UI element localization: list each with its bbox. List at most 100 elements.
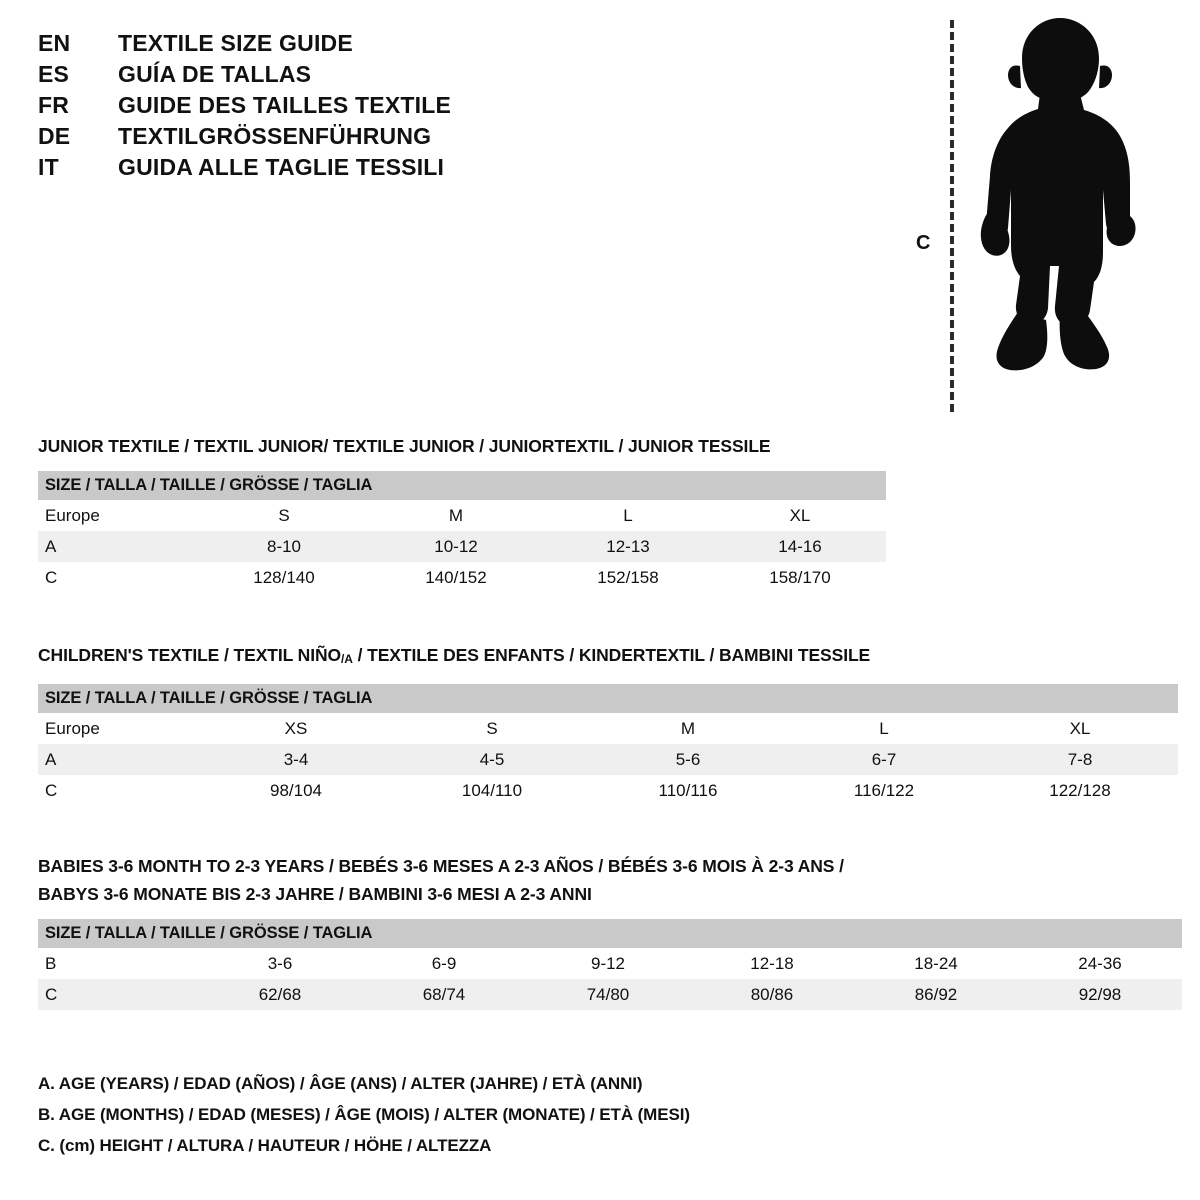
table-band-babies: SIZE / TALLA / TAILLE / GRÖSSE / TAGLIA [38, 919, 1182, 948]
cell-value: 7-8 [982, 744, 1178, 775]
table-band-children: SIZE / TALLA / TAILLE / GRÖSSE / TAGLIA [38, 684, 1178, 713]
row-label: Europe [38, 713, 198, 744]
cell-value: L [542, 500, 714, 531]
table-row: A 3-4 4-5 5-6 6-7 7-8 [38, 744, 1178, 775]
section-childrens-textile: CHILDREN'S TEXTILE / TEXTIL NIÑO/A / TEX… [38, 641, 1178, 806]
cell-value: 6-9 [362, 948, 526, 979]
cell-value: 12-18 [690, 948, 854, 979]
table-babies-textile: SIZE / TALLA / TAILLE / GRÖSSE / TAGLIA … [38, 919, 1182, 1010]
table-row: Europe S M L XL [38, 500, 886, 531]
cell-value: 92/98 [1018, 979, 1182, 1010]
title-text-it: GUIDA ALLE TAGLIE TESSILI [118, 154, 445, 180]
table-junior-textile: SIZE / TALLA / TAILLE / GRÖSSE / TAGLIA … [38, 471, 886, 593]
toddler-silhouette-icon [980, 18, 1136, 371]
table-row: A 8-10 10-12 12-13 14-16 [38, 531, 886, 562]
cell-value: 110/116 [590, 775, 786, 806]
table-row: C 128/140 140/152 152/158 158/170 [38, 562, 886, 593]
cell-value: 24-36 [1018, 948, 1182, 979]
height-measurement-figure: C [900, 14, 1180, 414]
cell-value: 128/140 [198, 562, 370, 593]
height-dashed-line [950, 20, 954, 412]
table-band-junior: SIZE / TALLA / TAILLE / GRÖSSE / TAGLIA [38, 471, 886, 500]
row-label: A [38, 744, 198, 775]
language-code-de: DE [38, 123, 71, 149]
language-code-en: EN [38, 30, 71, 56]
section-heading-children-post: / TEXTILE DES ENFANTS / KINDERTEXTIL / B… [352, 645, 871, 665]
language-code-fr: FR [38, 92, 70, 118]
cell-value: 74/80 [526, 979, 690, 1010]
legend-line-a: A. AGE (YEARS) / EDAD (AÑOS) / ÂGE (ANS)… [38, 1074, 643, 1093]
band-label-children: SIZE / TALLA / TAILLE / GRÖSSE / TAGLIA [45, 689, 373, 707]
title-text-en: TEXTILE SIZE GUIDE [118, 30, 353, 56]
row-label: C [38, 562, 198, 593]
title-row-de: DE TEXTILGRÖSSENFÜHRUNG [38, 123, 658, 154]
cell-value: 10-12 [370, 531, 542, 562]
cell-value: 3-4 [198, 744, 394, 775]
cell-value: S [394, 713, 590, 744]
cell-value: L [786, 713, 982, 744]
cell-value: M [370, 500, 542, 531]
band-cell-children: SIZE / TALLA / TAILLE / GRÖSSE / TAGLIA [38, 684, 1178, 713]
table-row: B 3-6 6-9 9-12 12-18 18-24 24-36 [38, 948, 1182, 979]
cell-value: 104/110 [394, 775, 590, 806]
band-label-babies: SIZE / TALLA / TAILLE / GRÖSSE / TAGLIA [45, 924, 373, 942]
cell-value: 6-7 [786, 744, 982, 775]
cell-value: 122/128 [982, 775, 1178, 806]
section-heading-junior: JUNIOR TEXTILE / TEXTIL JUNIOR/ TEXTILE … [38, 436, 771, 456]
table-row: Europe XS S M L XL [38, 713, 1178, 744]
cell-value: 14-16 [714, 531, 886, 562]
legend-line-b: B. AGE (MONTHS) / EDAD (MESES) / ÂGE (MO… [38, 1105, 690, 1124]
cell-value: 116/122 [786, 775, 982, 806]
cell-value: 18-24 [854, 948, 1018, 979]
row-label: A [38, 531, 198, 562]
cell-value: 86/92 [854, 979, 1018, 1010]
cell-value: 80/86 [690, 979, 854, 1010]
row-label: Europe [38, 500, 198, 531]
table-row: C 62/68 68/74 74/80 80/86 86/92 92/98 [38, 979, 1182, 1010]
row-label: C [38, 775, 198, 806]
band-label-junior: SIZE / TALLA / TAILLE / GRÖSSE / TAGLIA [45, 476, 373, 494]
cell-value: 4-5 [394, 744, 590, 775]
band-cell-junior: SIZE / TALLA / TAILLE / GRÖSSE / TAGLIA [38, 471, 886, 500]
title-row-es: ES GUÍA DE TALLAS [38, 61, 658, 92]
table-childrens-textile: SIZE / TALLA / TAILLE / GRÖSSE / TAGLIA … [38, 684, 1178, 806]
height-label-c: C [916, 232, 931, 254]
section-babies-textile: BABIES 3-6 MONTH TO 2-3 YEARS / BEBÉS 3-… [38, 852, 1182, 1010]
cell-value: 9-12 [526, 948, 690, 979]
title-text-fr: GUIDE DES TAILLES TEXTILE [118, 92, 451, 118]
cell-value: XS [198, 713, 394, 744]
section-heading-babies-line1: BABIES 3-6 MONTH TO 2-3 YEARS / BEBÉS 3-… [38, 856, 844, 876]
cell-value: S [198, 500, 370, 531]
multilingual-title-block: EN TEXTILE SIZE GUIDE ES GUÍA DE TALLAS … [38, 30, 658, 185]
title-text-es: GUÍA DE TALLAS [118, 61, 312, 87]
row-label: C [38, 979, 198, 1010]
cell-value: 152/158 [542, 562, 714, 593]
section-heading-babies-line2: BABYS 3-6 MONATE BIS 2-3 JAHRE / BAMBINI… [38, 884, 592, 904]
cell-value: 98/104 [198, 775, 394, 806]
row-label: B [38, 948, 198, 979]
legend-line-c: C. (cm) HEIGHT / ALTURA / HAUTEUR / HÖHE… [38, 1136, 492, 1155]
cell-value: 68/74 [362, 979, 526, 1010]
cell-value: 62/68 [198, 979, 362, 1010]
title-row-en: EN TEXTILE SIZE GUIDE [38, 30, 658, 61]
language-code-it: IT [38, 154, 59, 180]
cell-value: 12-13 [542, 531, 714, 562]
band-cell-babies: SIZE / TALLA / TAILLE / GRÖSSE / TAGLIA [38, 919, 1182, 948]
title-row-it: IT GUIDA ALLE TAGLIE TESSILI [38, 154, 658, 185]
section-heading-children-sub: /A [341, 652, 353, 666]
cell-value: 140/152 [370, 562, 542, 593]
title-row-fr: FR GUIDE DES TAILLES TEXTILE [38, 92, 658, 123]
cell-value: 158/170 [714, 562, 886, 593]
legend-block: A. AGE (YEARS) / EDAD (AÑOS) / ÂGE (ANS)… [38, 1068, 690, 1161]
title-text-de: TEXTILGRÖSSENFÜHRUNG [118, 123, 432, 149]
language-code-es: ES [38, 61, 70, 87]
section-heading-children-pre: CHILDREN'S TEXTILE / TEXTIL NIÑO [38, 645, 342, 665]
cell-value: M [590, 713, 786, 744]
cell-value: 5-6 [590, 744, 786, 775]
cell-value: XL [982, 713, 1178, 744]
cell-value: 3-6 [198, 948, 362, 979]
cell-value: XL [714, 500, 886, 531]
table-row: C 98/104 104/110 110/116 116/122 122/128 [38, 775, 1178, 806]
section-heading-children: CHILDREN'S TEXTILE / TEXTIL NIÑO/A / TEX… [38, 641, 1178, 673]
cell-value: 8-10 [198, 531, 370, 562]
